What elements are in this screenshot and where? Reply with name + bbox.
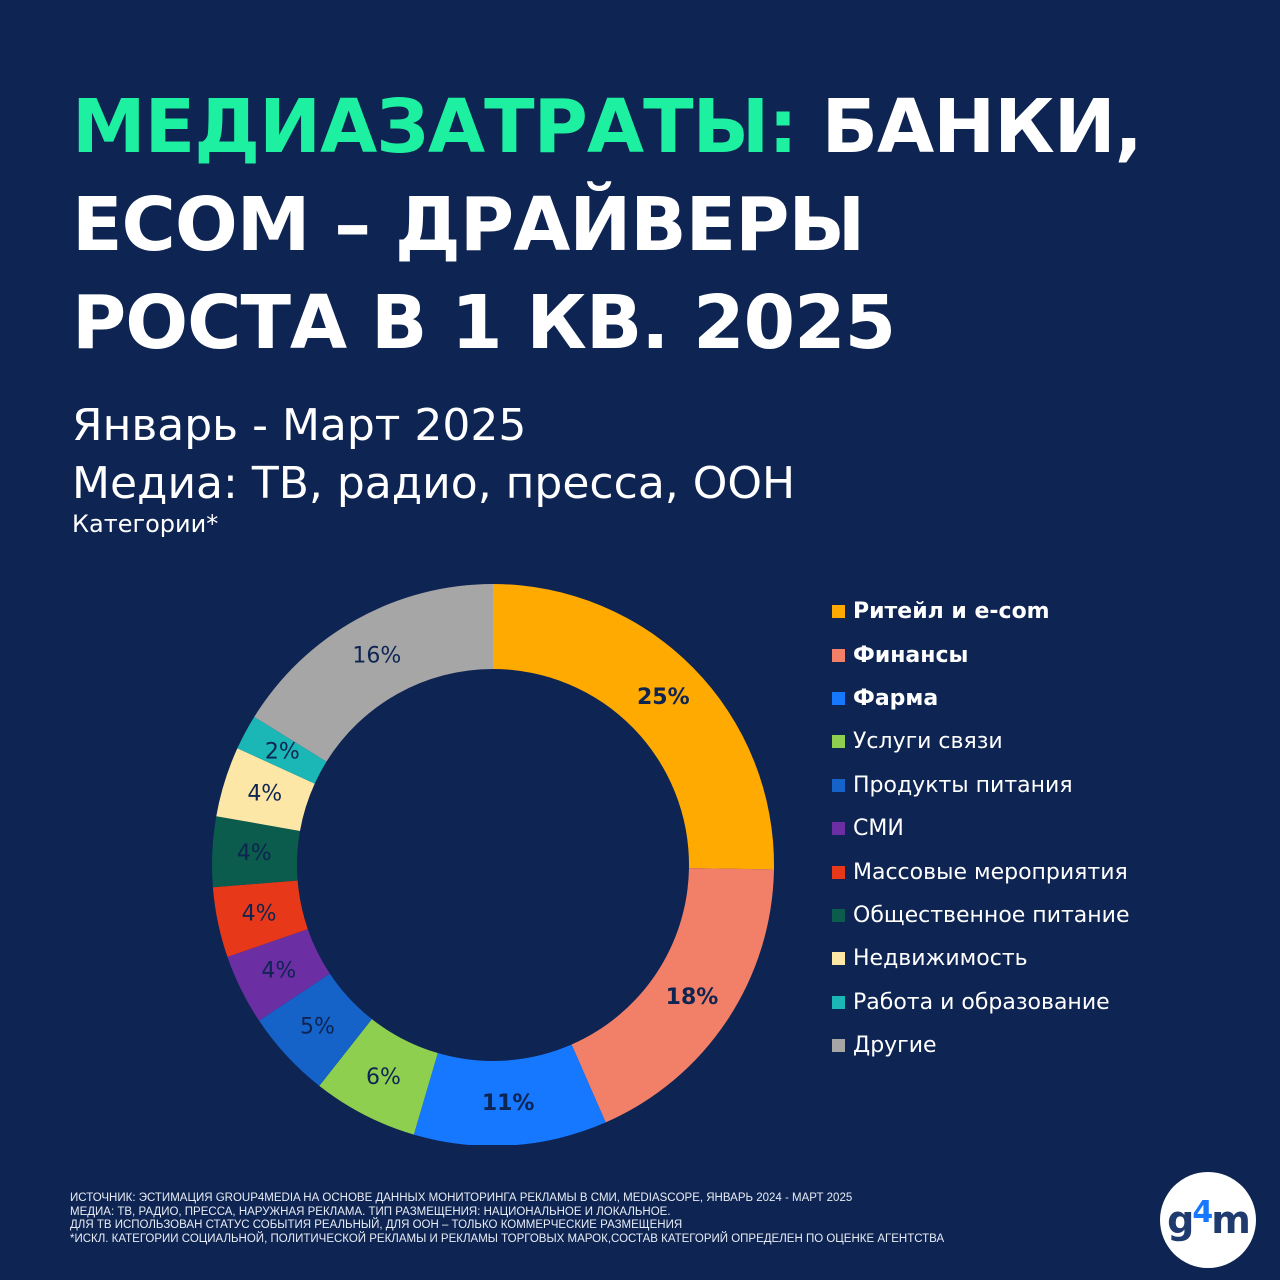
legend-item: СМИ: [832, 807, 1252, 850]
legend-label: Другие: [853, 1033, 937, 1059]
donut-slice: [493, 584, 774, 870]
slice-label: 4%: [261, 959, 296, 984]
donut-slice: [237, 716, 327, 784]
title-line-2: ECOM – ДРАЙВЕРЫ: [72, 182, 865, 268]
source-footnote: ИСТОЧНИК: ЭСТИМАЦИЯ GROUP4MEDIA НА ОСНОВ…: [70, 1192, 1130, 1246]
legend-item: Работа и образование: [832, 981, 1252, 1024]
legend-swatch: [832, 648, 845, 662]
donut-slice: [571, 868, 774, 1123]
legend-item: Продукты питания: [832, 764, 1252, 807]
legend-swatch: [832, 735, 845, 749]
title-line-1-rest: БАНКИ,: [796, 84, 1143, 170]
legend-swatch: [832, 1039, 845, 1053]
legend-swatch: [832, 952, 845, 966]
legend-item: Ритейл и e-com: [832, 590, 1252, 633]
slice-label: 4%: [242, 901, 277, 926]
legend-item: Фарма: [832, 677, 1252, 720]
legend-item: Другие: [832, 1024, 1252, 1067]
slice-label: 11%: [482, 1091, 535, 1116]
legend-label: Продукты питания: [853, 772, 1073, 798]
donut-slice: [413, 1044, 606, 1145]
footnote-line: ИСТОЧНИК: ЭСТИМАЦИЯ GROUP4MEDIA НА ОСНОВ…: [70, 1192, 853, 1204]
legend-label: Финансы: [853, 642, 969, 668]
legend-item: Общественное питание: [832, 894, 1252, 937]
donut-slice: [227, 929, 330, 1021]
donut-slice: [319, 1019, 438, 1135]
donut-slice: [254, 584, 493, 762]
footnote-line: ДЛЯ ТВ ИСПОЛЬЗОВАН СТАТУС СОБЫТИЯ РЕАЛЬН…: [70, 1219, 683, 1231]
donut-chart: 25% 18% 11% 6% 5% 4% 4% 4% 4% 2% 16%: [212, 584, 774, 1145]
logo-4: 4: [1192, 1194, 1213, 1230]
slice-label: 5%: [300, 1015, 335, 1040]
slice-label: 4%: [247, 782, 282, 807]
legend-swatch: [832, 822, 845, 836]
legend-swatch: [832, 908, 845, 922]
legend-item: Финансы: [832, 633, 1252, 676]
subtitle-period: Январь - Март 2025: [72, 400, 527, 451]
legend-swatch: [832, 995, 845, 1009]
legend-label: Работа и образование: [853, 989, 1110, 1015]
logo-g: g: [1167, 1198, 1194, 1242]
legend-swatch: [832, 778, 845, 792]
legend-swatch: [832, 865, 845, 879]
legend-label: СМИ: [853, 816, 904, 842]
donut-slice: [259, 973, 372, 1086]
slice-label: 25%: [637, 685, 690, 710]
slice-label: 2%: [265, 740, 300, 765]
legend-label: Фарма: [853, 685, 939, 711]
title-line-1: МЕДИАЗАТРАТЫ: БАНКИ,: [72, 78, 1222, 176]
legend-item: Недвижимость: [832, 937, 1252, 980]
donut-slice: [212, 816, 300, 888]
legend-label: Услуги связи: [853, 729, 1003, 755]
legend-item: Массовые мероприятия: [832, 850, 1252, 893]
slice-label: 16%: [352, 644, 401, 669]
subtitle-media: Медиа: ТВ, радио, пресса, OOH: [72, 458, 796, 509]
legend-swatch: [832, 605, 845, 619]
title-line-3: РОСТА В 1 КВ. 2025: [72, 280, 896, 366]
slice-label: 4%: [237, 841, 272, 866]
subtitle-categories: Категории*: [72, 510, 219, 538]
slice-label: 6%: [366, 1065, 401, 1090]
footnote-line: МЕДИА: ТВ, РАДИО, ПРЕССА, НАРУЖНАЯ РЕКЛА…: [70, 1205, 671, 1218]
legend-label: Общественное питание: [853, 902, 1130, 928]
legend-label: Массовые мероприятия: [853, 859, 1128, 885]
donut-slice: [212, 880, 308, 957]
legend-label: Недвижимость: [853, 946, 1028, 972]
legend-item: Услуги связи: [832, 720, 1252, 763]
slice-label: 18%: [666, 985, 719, 1010]
logo-m: m: [1211, 1198, 1251, 1242]
footnote-line: *ИСКЛ. КАТЕГОРИИ СОЦИАЛЬНОЙ, ПОЛИТИЧЕСКО…: [70, 1232, 945, 1245]
chart-legend: Ритейл и e-com Финансы Фарма Услуги связи Пр…: [832, 590, 1252, 1067]
page-title: МЕДИАЗАТРАТЫ: БАНКИ, ECOM – ДРАЙВЕРЫ РОС…: [72, 78, 1222, 372]
legend-swatch: [832, 691, 845, 705]
legend-label: Ритейл и e-com: [853, 599, 1050, 625]
donut-slice: [216, 748, 315, 831]
title-accent: МЕДИАЗАТРАТЫ:: [72, 84, 798, 170]
